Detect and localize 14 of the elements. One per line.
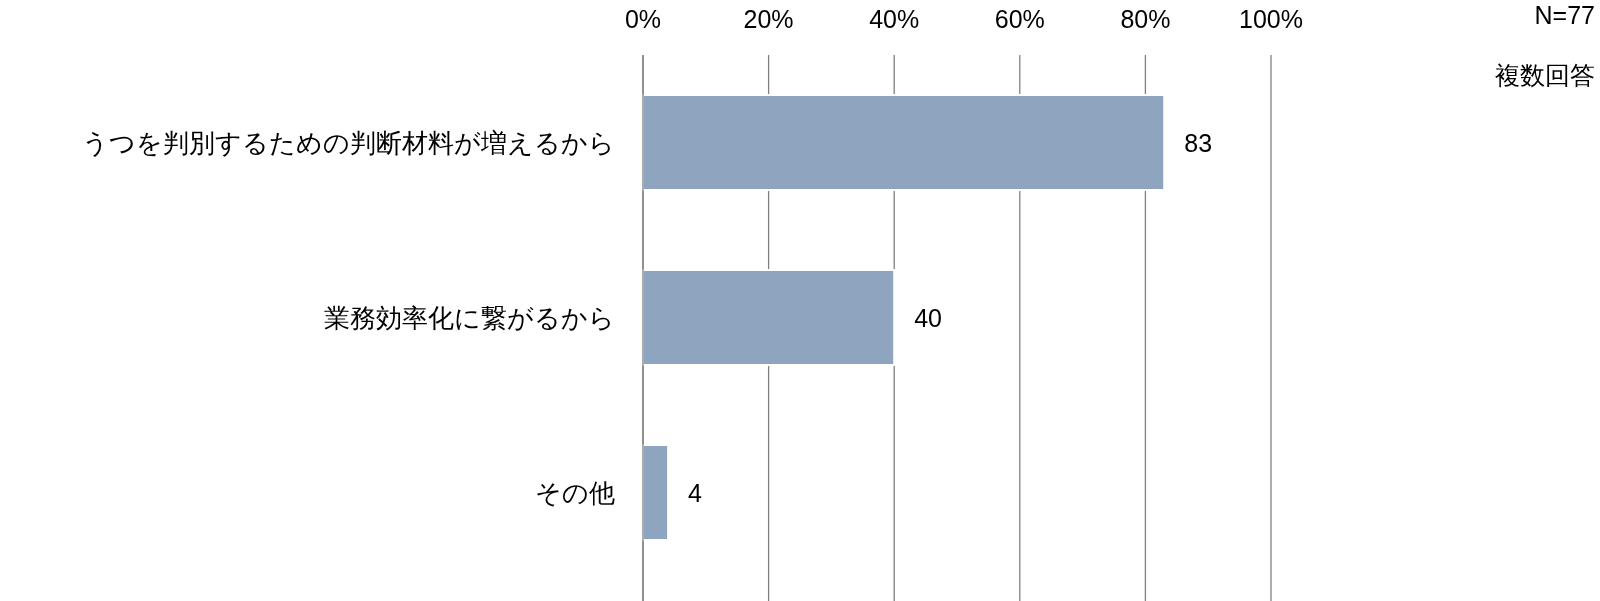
y-tick-label: うつを判別するための判断材料が増えるから bbox=[82, 127, 615, 158]
data-label: 40 bbox=[914, 303, 943, 332]
y-tick-label: 業務効率化に繋がるから bbox=[324, 302, 615, 333]
text: N=77 bbox=[1534, 1, 1595, 29]
y-tick-label: その他 bbox=[535, 477, 615, 508]
data-label: 4 bbox=[688, 478, 703, 507]
x-tick-label: 40% bbox=[869, 5, 920, 33]
x-tick-label: 80% bbox=[1120, 5, 1171, 33]
x-tick-label: 100% bbox=[1239, 5, 1303, 33]
x-tick-label: 20% bbox=[743, 5, 794, 33]
data-label: 83 bbox=[1184, 128, 1213, 157]
text: 複数回答 bbox=[1495, 61, 1595, 89]
x-tick-label: 0% bbox=[624, 5, 662, 33]
x-tick-label: 60% bbox=[994, 5, 1045, 33]
